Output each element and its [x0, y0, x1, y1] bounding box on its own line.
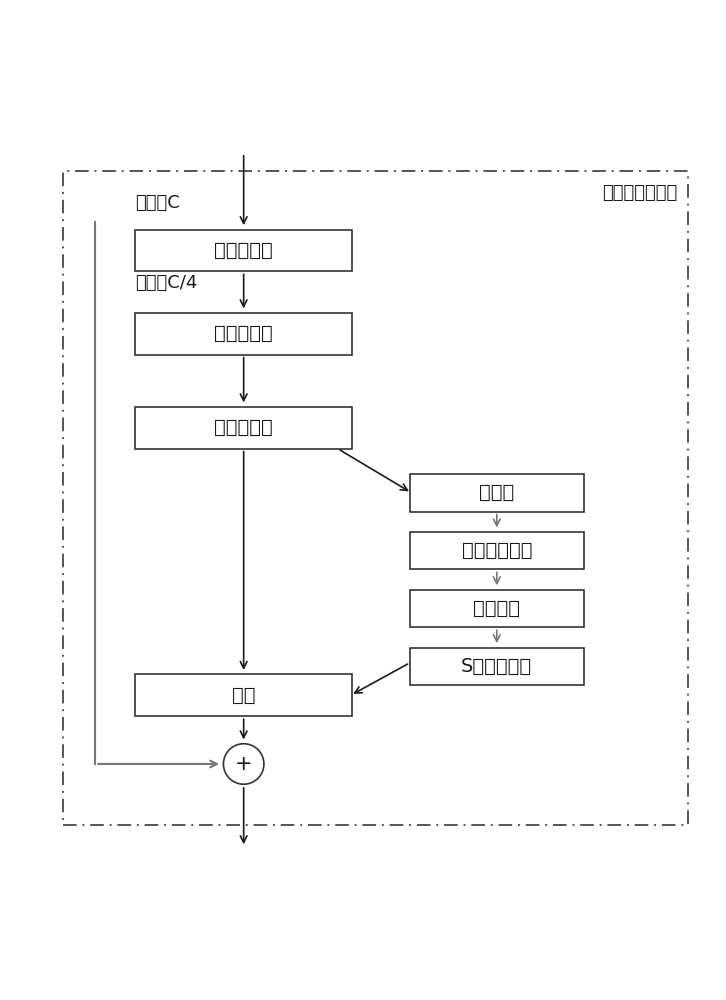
- Text: +: +: [234, 754, 253, 774]
- Text: 全局加权池化: 全局加权池化: [462, 541, 532, 560]
- Text: 降维卷积层: 降维卷积层: [214, 241, 273, 260]
- Bar: [63, 171, 688, 825]
- Bar: [135, 674, 352, 716]
- Text: S型生长曲线: S型生长曲线: [461, 657, 532, 676]
- Circle shape: [224, 744, 264, 784]
- Bar: [410, 648, 584, 685]
- Bar: [410, 532, 584, 569]
- Text: 空洞卷积层: 空洞卷积层: [214, 324, 273, 343]
- Bar: [135, 230, 352, 271]
- Text: 注意力残差模块: 注意力残差模块: [603, 184, 677, 202]
- Text: 点乘卷积: 点乘卷积: [473, 599, 521, 618]
- Text: 升维卷积层: 升维卷积层: [214, 418, 273, 437]
- Bar: [135, 407, 352, 449]
- Text: 维度：C/4: 维度：C/4: [135, 274, 197, 292]
- Text: 相乘: 相乘: [232, 686, 256, 705]
- Bar: [410, 590, 584, 627]
- Text: 维度：C: 维度：C: [135, 194, 180, 212]
- Bar: [410, 474, 584, 512]
- Bar: [135, 313, 352, 355]
- Text: 卷积层: 卷积层: [479, 483, 515, 502]
